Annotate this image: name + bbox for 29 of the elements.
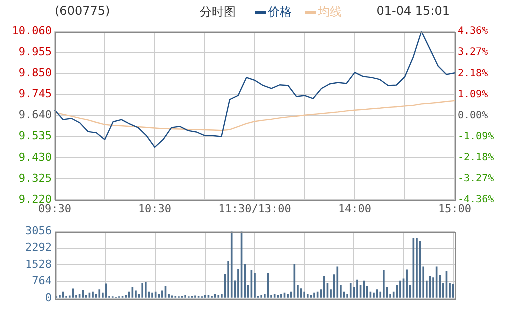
- y-tick-label: 3056: [26, 224, 52, 238]
- chart-title: (600775): [55, 4, 110, 18]
- y-tick-label: 764: [32, 274, 52, 288]
- y2-tick-label: 2.18%: [458, 68, 488, 80]
- x-tick-label: 11:30/13:00: [218, 202, 292, 216]
- legend-label: 价格: [268, 5, 292, 19]
- y-tick-label: 10.060: [12, 24, 52, 38]
- y2-tick-label: -2.18%: [458, 152, 494, 164]
- chart-subtitle: 分时图: [200, 4, 236, 21]
- y-tick-label: 9.325: [18, 172, 52, 185]
- text: 01-04 15:01: [376, 4, 450, 18]
- x-tick-label: 10:30: [138, 202, 172, 216]
- y-tick-label: 1528: [26, 258, 52, 271]
- y-tick-label: 9.535: [18, 130, 52, 143]
- y-tick-label: 0: [45, 291, 52, 304]
- y-tick-label: 9.745: [18, 88, 52, 101]
- y2-tick-label: -3.27%: [458, 174, 494, 185]
- legend-label: 均线: [318, 5, 342, 19]
- y-tick-label: 9.640: [18, 108, 52, 122]
- y2-tick-label: 0.00%: [458, 110, 488, 122]
- y2-tick-label: 3.27%: [458, 47, 488, 58]
- x-tick-label: 14:00: [338, 202, 372, 216]
- y-tick-label: 9.955: [18, 46, 52, 59]
- y-tick-label: 9.850: [18, 66, 52, 80]
- y2-tick-label: 1.09%: [458, 89, 488, 100]
- y2-tick-label: -1.09%: [458, 131, 494, 142]
- y-tick-label: 2292: [26, 241, 52, 254]
- y2-tick-label: 4.36%: [458, 26, 488, 38]
- y-tick-label: 9.430: [18, 150, 52, 164]
